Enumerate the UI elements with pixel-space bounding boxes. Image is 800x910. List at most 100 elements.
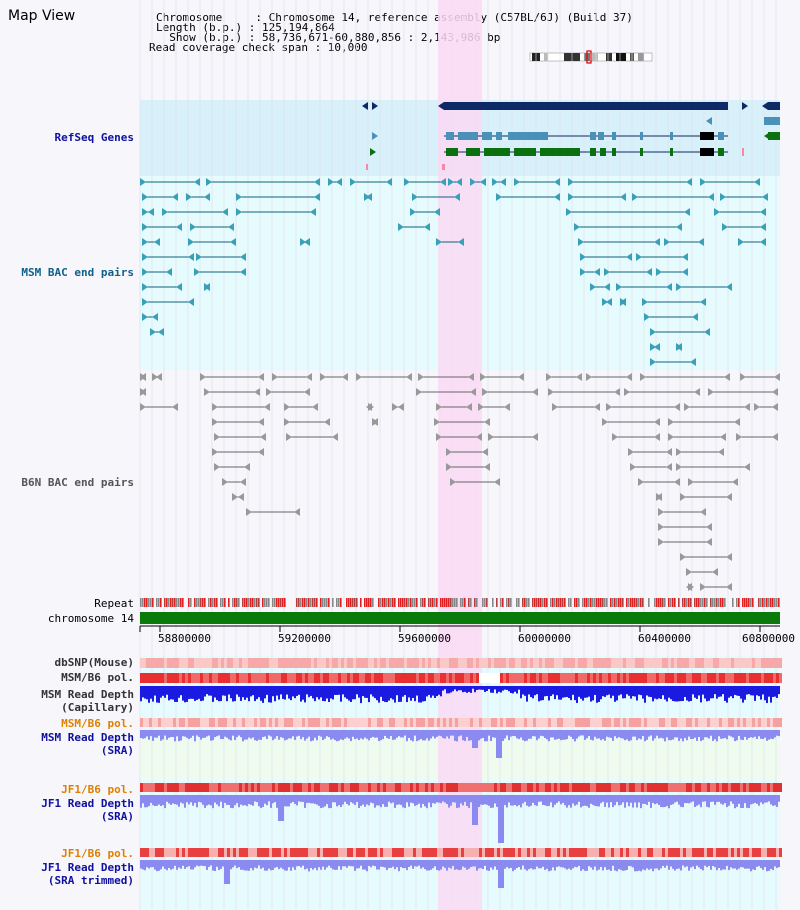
depth-bar	[314, 795, 316, 804]
bac-end-arrow	[732, 478, 738, 486]
heatmap-cell	[725, 658, 728, 668]
heatmap-cell	[671, 658, 674, 668]
heatmap-cell	[767, 783, 770, 792]
track-label-msm-pol[interactable]: MSM/B6 pol.	[61, 671, 134, 684]
depth-bar	[362, 860, 364, 870]
heatmap-cell	[707, 658, 710, 668]
depth-bar	[446, 860, 448, 871]
depth-bar	[746, 686, 748, 695]
heatmap-cell	[302, 673, 305, 683]
heatmap-cell	[176, 848, 179, 857]
heatmap-cell	[398, 848, 401, 857]
depth-bar	[512, 860, 514, 872]
heatmap-cell	[560, 658, 563, 668]
depth-bar	[534, 730, 536, 737]
depth-bar	[758, 686, 760, 697]
depth-bar	[396, 795, 398, 805]
track-label-msm-depth-sra[interactable]: MSM Read Depth	[41, 731, 134, 744]
heatmap-cell	[449, 848, 452, 857]
heatmap-cell	[299, 718, 302, 727]
heatmap-cell	[671, 848, 674, 857]
depth-bar	[594, 795, 596, 806]
heatmap-cell	[230, 718, 233, 727]
track-label-jf1-pol-2[interactable]: JF1/B6 pol.	[61, 847, 134, 860]
repeat-mark	[262, 598, 264, 607]
repeat-mark	[722, 598, 724, 607]
depth-bar	[154, 730, 156, 738]
track-label-msm-pol-2[interactable]: MSM/B6 pol.	[61, 717, 134, 730]
heatmap-cell	[317, 848, 320, 857]
depth-bar	[570, 686, 572, 701]
heatmap-cell	[452, 658, 455, 668]
track-label-jf1-depth-trimmed[interactable]: JF1 Read Depth	[41, 861, 134, 874]
depth-bar	[514, 730, 516, 737]
depth-bar	[460, 686, 462, 691]
heatmap-cell	[569, 673, 572, 683]
heatmap-cell	[455, 783, 458, 792]
repeat-mark	[386, 598, 388, 607]
depth-bar	[524, 730, 526, 742]
depth-bar	[420, 860, 422, 869]
bac-end-arrow	[646, 268, 652, 276]
depth-bar	[446, 686, 448, 694]
heatmap-cell	[431, 673, 434, 683]
depth-bar	[324, 730, 326, 739]
heatmap-cell	[485, 848, 488, 857]
depth-bar	[374, 730, 376, 738]
depth-bar	[548, 795, 550, 806]
heatmap-cell	[182, 658, 185, 668]
heatmap-cell	[305, 718, 308, 727]
gene-model	[444, 102, 724, 110]
track-label-refseq[interactable]: RefSeq Genes	[54, 131, 134, 144]
heatmap-cell	[440, 783, 443, 792]
depth-bar	[700, 730, 702, 742]
track-label-repeat[interactable]: Repeat	[94, 597, 134, 610]
heatmap-cell	[380, 783, 383, 792]
heatmap-cell	[359, 718, 362, 727]
repeat-mark	[764, 598, 766, 607]
depth-bar	[304, 686, 306, 703]
heatmap-cell	[302, 783, 305, 792]
depth-bar	[306, 686, 308, 695]
depth-bar	[180, 730, 182, 741]
track-label-dbsnp[interactable]: dbSNP(Mouse)	[54, 656, 134, 669]
depth-bar	[248, 860, 250, 871]
track-label-jf1-depth-sra[interactable]: JF1 Read Depth	[41, 797, 134, 810]
track-label-msm-bac[interactable]: MSM BAC end pairs	[21, 266, 134, 279]
depth-bar	[748, 730, 750, 738]
repeat-mark	[408, 598, 410, 607]
track-label-msm-depth-capillary[interactable]: MSM Read Depth	[41, 688, 134, 701]
bac-end-arrow	[204, 193, 210, 201]
depth-bar	[344, 730, 346, 739]
bac-end-arrow	[548, 388, 554, 396]
heatmap-cell	[422, 673, 425, 683]
repeat-mark	[336, 598, 338, 607]
heatmap-cell	[329, 718, 332, 727]
heatmap-cell	[170, 718, 173, 727]
heatmap-cell	[236, 673, 239, 683]
depth-bar	[776, 686, 778, 698]
refseq-genes-glyphs	[362, 102, 780, 170]
depth-bar	[750, 730, 752, 738]
track-label-b6n-bac[interactable]: B6N BAC end pairs	[21, 476, 134, 489]
track-label-jf1-pol[interactable]: JF1/B6 pol.	[61, 783, 134, 796]
depth-bar	[246, 860, 248, 871]
depth-bar	[298, 860, 300, 867]
depth-bar	[718, 686, 720, 697]
depth-bar	[400, 860, 402, 868]
heatmap-cell	[566, 783, 569, 792]
depth-bar	[686, 860, 688, 867]
heatmap-cell	[485, 718, 488, 727]
heatmap-cell	[527, 848, 530, 857]
depth-bar	[184, 795, 186, 808]
depth-bar	[350, 686, 352, 702]
heatmap-cell	[665, 848, 668, 857]
heatmap-cell	[161, 673, 164, 683]
depth-bar	[624, 730, 626, 741]
depth-bar	[568, 730, 570, 736]
depth-bar	[710, 795, 712, 802]
depth-bar	[516, 730, 518, 739]
heatmap-cell	[722, 658, 725, 668]
depth-bar	[468, 730, 470, 741]
